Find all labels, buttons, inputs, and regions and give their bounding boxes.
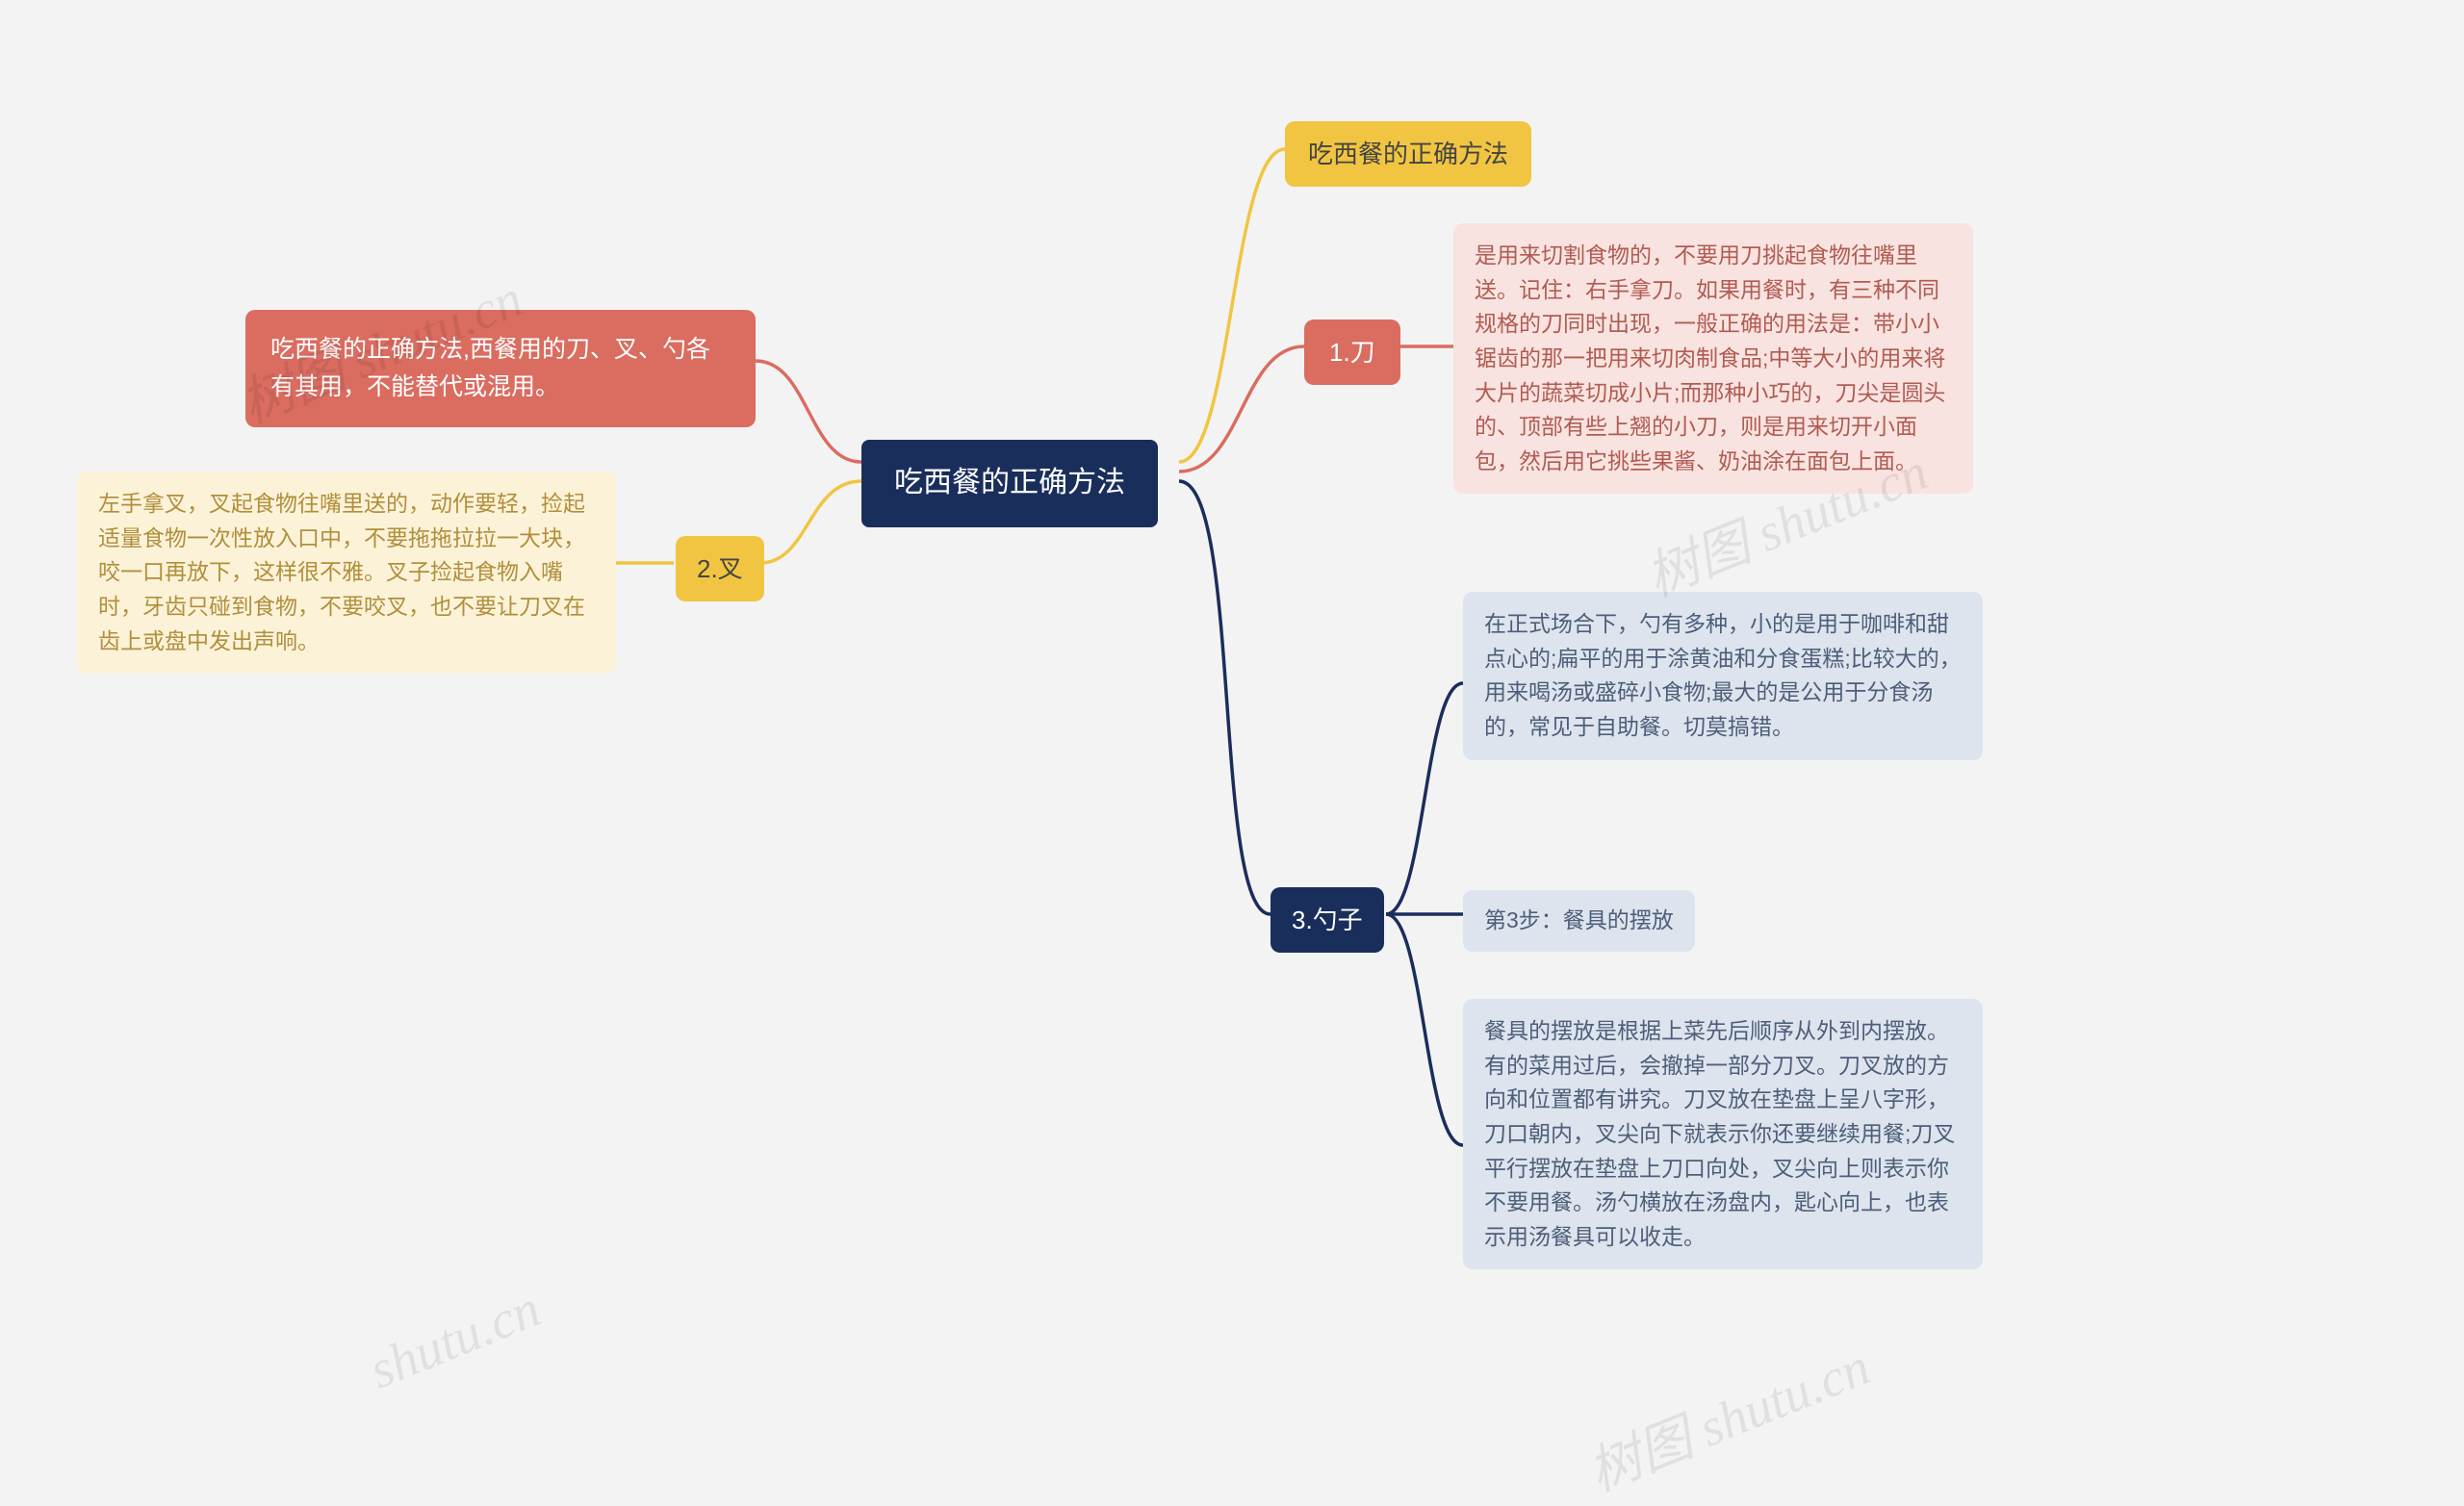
- knife-node: 1.刀: [1304, 319, 1400, 385]
- spoon-desc1-text: 在正式场合下，勺有多种，小的是用于咖啡和甜点心的;扁平的用于涂黄油和分食蛋糕;比…: [1484, 611, 1962, 739]
- fork-label: 2.叉: [697, 554, 743, 583]
- center-node: 吃西餐的正确方法: [861, 440, 1158, 527]
- spoon-desc2-leaf: 第3步：餐具的摆放: [1463, 890, 1695, 952]
- fork-node: 2.叉: [676, 536, 764, 601]
- fork-desc-text: 左手拿叉，叉起食物往嘴里送的，动作要轻，捡起适量食物一次性放入口中，不要拖拖拉拉…: [98, 491, 585, 653]
- spoon-node: 3.勺子: [1270, 887, 1384, 953]
- connector-lines: [0, 0, 2464, 1468]
- left-summary-node: 吃西餐的正确方法,西餐用的刀、叉、勺各有其用，不能替代或混用。: [245, 310, 756, 427]
- watermark-text: shutu.cn: [361, 1278, 549, 1401]
- spoon-desc1-leaf: 在正式场合下，勺有多种，小的是用于咖啡和甜点心的;扁平的用于涂黄油和分食蛋糕;比…: [1463, 592, 1983, 760]
- knife-desc-leaf: 是用来切割食物的，不要用刀挑起食物往嘴里送。记住：右手拿刀。如果用餐时，有三种不…: [1453, 223, 1973, 494]
- left-summary-text: 吃西餐的正确方法,西餐用的刀、叉、勺各有其用，不能替代或混用。: [270, 336, 710, 400]
- knife-label: 1.刀: [1329, 338, 1375, 367]
- spoon-desc2-text: 第3步：餐具的摆放: [1484, 907, 1674, 932]
- spoon-label: 3.勺子: [1292, 906, 1363, 934]
- right-title-label: 吃西餐的正确方法: [1308, 140, 1508, 168]
- spoon-desc3-leaf: 餐具的摆放是根据上菜先后顺序从外到内摆放。有的菜用过后，会撤掉一部分刀叉。刀叉放…: [1463, 999, 1983, 1269]
- knife-desc-text: 是用来切割食物的，不要用刀挑起食物往嘴里送。记住：右手拿刀。如果用餐时，有三种不…: [1475, 242, 1945, 473]
- watermark-text: 树图 shutu.cn: [1575, 1323, 1879, 1506]
- fork-desc-leaf: 左手拿叉，叉起食物往嘴里送的，动作要轻，捡起适量食物一次性放入口中，不要拖拖拉拉…: [77, 472, 616, 674]
- center-label: 吃西餐的正确方法: [894, 467, 1125, 498]
- right-title-node: 吃西餐的正确方法: [1285, 121, 1531, 187]
- spoon-desc3-text: 餐具的摆放是根据上菜先后顺序从外到内摆放。有的菜用过后，会撤掉一部分刀叉。刀叉放…: [1484, 1018, 1955, 1249]
